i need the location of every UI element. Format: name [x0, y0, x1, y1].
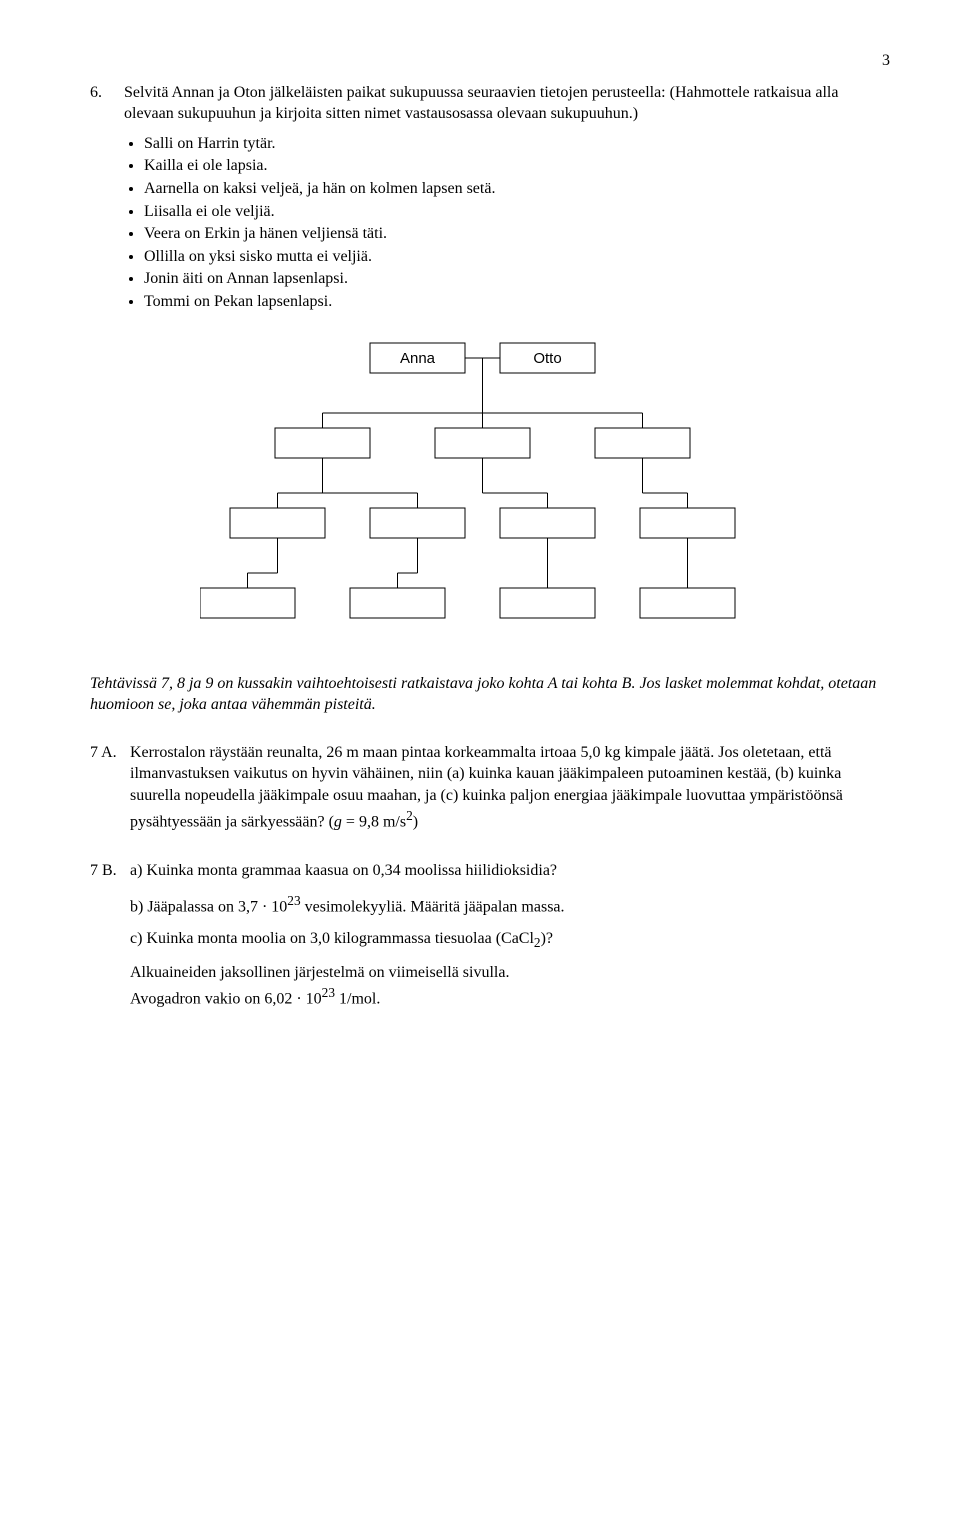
bullet-item: Aarnella on kaksi veljeä, ja hän on kolm…	[144, 178, 890, 200]
question-6-bullets: Salli on Harrin tytär. Kailla ei ole lap…	[90, 133, 890, 313]
bullet-item: Tommi on Pekan lapsenlapsi.	[144, 291, 890, 313]
question-6-number: 6.	[90, 82, 124, 125]
question-7b: 7 B. a) Kuinka monta grammaa kaasua on 0…	[90, 860, 890, 1019]
bullet-item: Liisalla ei ole veljiä.	[144, 201, 890, 223]
page-number: 3	[90, 50, 890, 72]
question-7b-c: c) Kuinka monta moolia on 3,0 kilogramma…	[130, 928, 890, 952]
question-7b-b: b) Jääpalassa on 3,7 · 1023 vesimolekyyl…	[130, 892, 890, 918]
question-7b-body: a) Kuinka monta grammaa kaasua on 0,34 m…	[130, 860, 890, 1019]
bullet-item: Jonin äiti on Annan lapsenlapsi.	[144, 268, 890, 290]
instructions-text: Tehtävissä 7, 8 ja 9 on kussakin vaihtoe…	[90, 673, 890, 716]
bullet-item: Kailla ei ole lapsia.	[144, 155, 890, 177]
bullet-item: Veera on Erkin ja hänen veljiensä täti.	[144, 223, 890, 245]
family-tree-diagram: Anna Otto	[90, 333, 890, 633]
question-7a-text: Kerrostalon räystään reunalta, 26 m maan…	[130, 742, 890, 833]
question-6: 6. Selvitä Annan ja Oton jälkeläisten pa…	[90, 82, 890, 125]
question-7a: 7 A. Kerrostalon räystään reunalta, 26 m…	[90, 742, 890, 833]
question-6-text: Selvitä Annan ja Oton jälkeläisten paika…	[124, 82, 890, 125]
bullet-item: Ollilla on yksi sisko mutta ei veljiä.	[144, 246, 890, 268]
svg-text:Otto: Otto	[533, 350, 561, 367]
question-7b-note2: Avogadron vakio on 6,02 · 1023 1/mol.	[130, 984, 890, 1010]
bullet-item: Salli on Harrin tytär.	[144, 133, 890, 155]
question-7b-number: 7 B.	[90, 860, 130, 1019]
question-7a-number: 7 A.	[90, 742, 130, 833]
question-7b-note1: Alkuaineiden jaksollinen järjestelmä on …	[130, 962, 890, 984]
svg-text:Anna: Anna	[400, 350, 436, 367]
question-7b-a: a) Kuinka monta grammaa kaasua on 0,34 m…	[130, 860, 890, 882]
